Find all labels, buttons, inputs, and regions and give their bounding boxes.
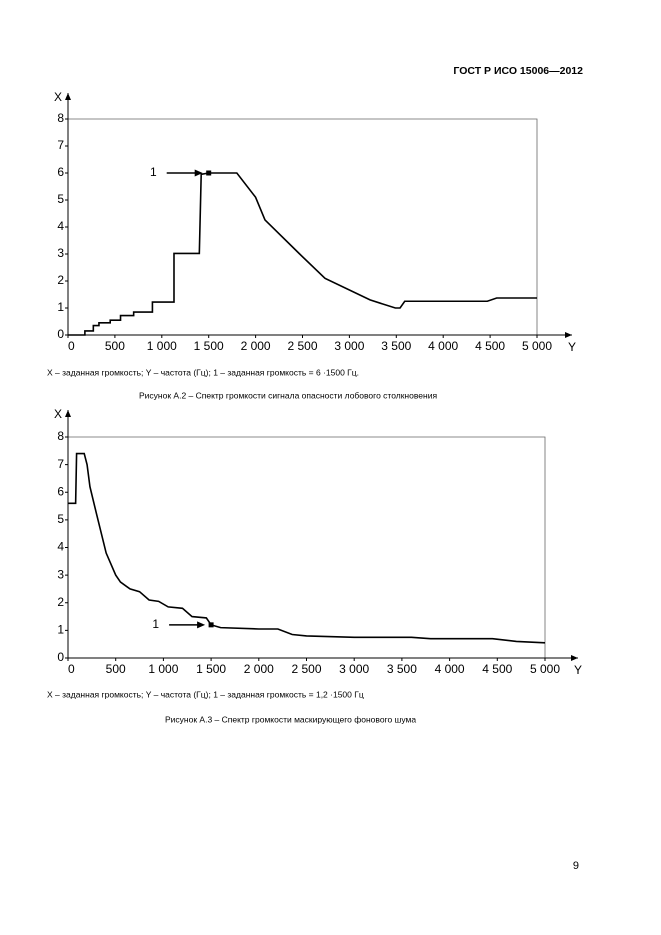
annotation-label: 1: [152, 617, 159, 631]
y-tick-label: 8: [57, 111, 64, 125]
data-line: [68, 172, 537, 336]
y-tick-label: 0: [57, 327, 64, 341]
y-tick-label: 1: [57, 623, 64, 637]
y-tick-label: 8: [57, 429, 64, 443]
x-tick-label: 3 500: [387, 662, 417, 676]
page-number: 9: [573, 860, 579, 872]
y-tick-label: 4: [57, 540, 64, 554]
y-axis-label: X: [54, 90, 62, 104]
frame: [68, 436, 546, 658]
figure-note: X – заданная громкость; Y – частота (Гц)…: [47, 367, 359, 377]
x-tick-label: 1 000: [147, 339, 177, 353]
x-tick-label: 5 000: [522, 339, 552, 353]
data-line: [68, 452, 546, 644]
x-tick-label: 5 000: [530, 662, 560, 676]
annotation-marker: [206, 170, 212, 176]
figure-caption: Рисунок А.3 – Спектр громкости маскирующ…: [165, 714, 416, 724]
x-tick-label: 4 000: [428, 339, 458, 353]
figure-caption: Рисунок А.2 – Спектр громкости сигнала о…: [139, 390, 437, 400]
y-arrow: [65, 410, 71, 417]
x-tick-label: 2 000: [241, 339, 271, 353]
annotation-marker: [208, 622, 214, 628]
x-tick-label: 0: [68, 662, 75, 676]
x-tick-label: 500: [106, 662, 126, 676]
x-tick-label: 1 500: [196, 662, 226, 676]
y-axis-label: X: [54, 407, 62, 421]
x-tick-label: 1 500: [194, 339, 224, 353]
x-tick-label: 500: [105, 339, 125, 353]
x-tick-label: 3 500: [381, 339, 411, 353]
x-arrow: [565, 332, 572, 338]
y-tick-label: 6: [57, 165, 64, 179]
y-tick-label: 7: [57, 138, 64, 152]
x-tick-label: 4 500: [482, 662, 512, 676]
annotation-arrowhead: [197, 621, 206, 629]
annotation-label: 1: [150, 165, 157, 179]
figure-note: X – заданная громкость; Y – частота (Гц)…: [47, 689, 364, 699]
y-tick-label: 3: [57, 246, 64, 260]
x-tick-label: 3 000: [339, 662, 369, 676]
header: ГОСТ Р ИСО 15006—2012: [453, 65, 583, 77]
x-tick-label: 3 000: [334, 339, 364, 353]
x-tick-label: 2 500: [287, 339, 317, 353]
y-tick-label: 7: [57, 457, 64, 471]
x-tick-label: 4 500: [475, 339, 505, 353]
x-tick-label: 2 500: [291, 662, 321, 676]
x-tick-label: 2 000: [244, 662, 274, 676]
frame: [68, 118, 538, 335]
x-tick-label: 4 000: [435, 662, 465, 676]
y-tick-label: 5: [57, 192, 64, 206]
x-axis-label: Y: [568, 340, 576, 354]
y-tick-label: 2: [57, 595, 64, 609]
y-arrow: [65, 93, 71, 100]
y-tick-label: 4: [57, 219, 64, 233]
y-tick-label: 6: [57, 484, 64, 498]
x-tick-label: 0: [68, 339, 75, 353]
y-tick-label: 5: [57, 512, 64, 526]
y-tick-label: 1: [57, 300, 64, 314]
y-tick-label: 0: [57, 650, 64, 664]
y-tick-label: 3: [57, 567, 64, 581]
annotation-arrowhead: [194, 169, 203, 177]
y-tick-label: 2: [57, 273, 64, 287]
x-arrow: [571, 655, 578, 661]
x-axis-label: Y: [574, 663, 582, 677]
x-tick-label: 1 000: [148, 662, 178, 676]
